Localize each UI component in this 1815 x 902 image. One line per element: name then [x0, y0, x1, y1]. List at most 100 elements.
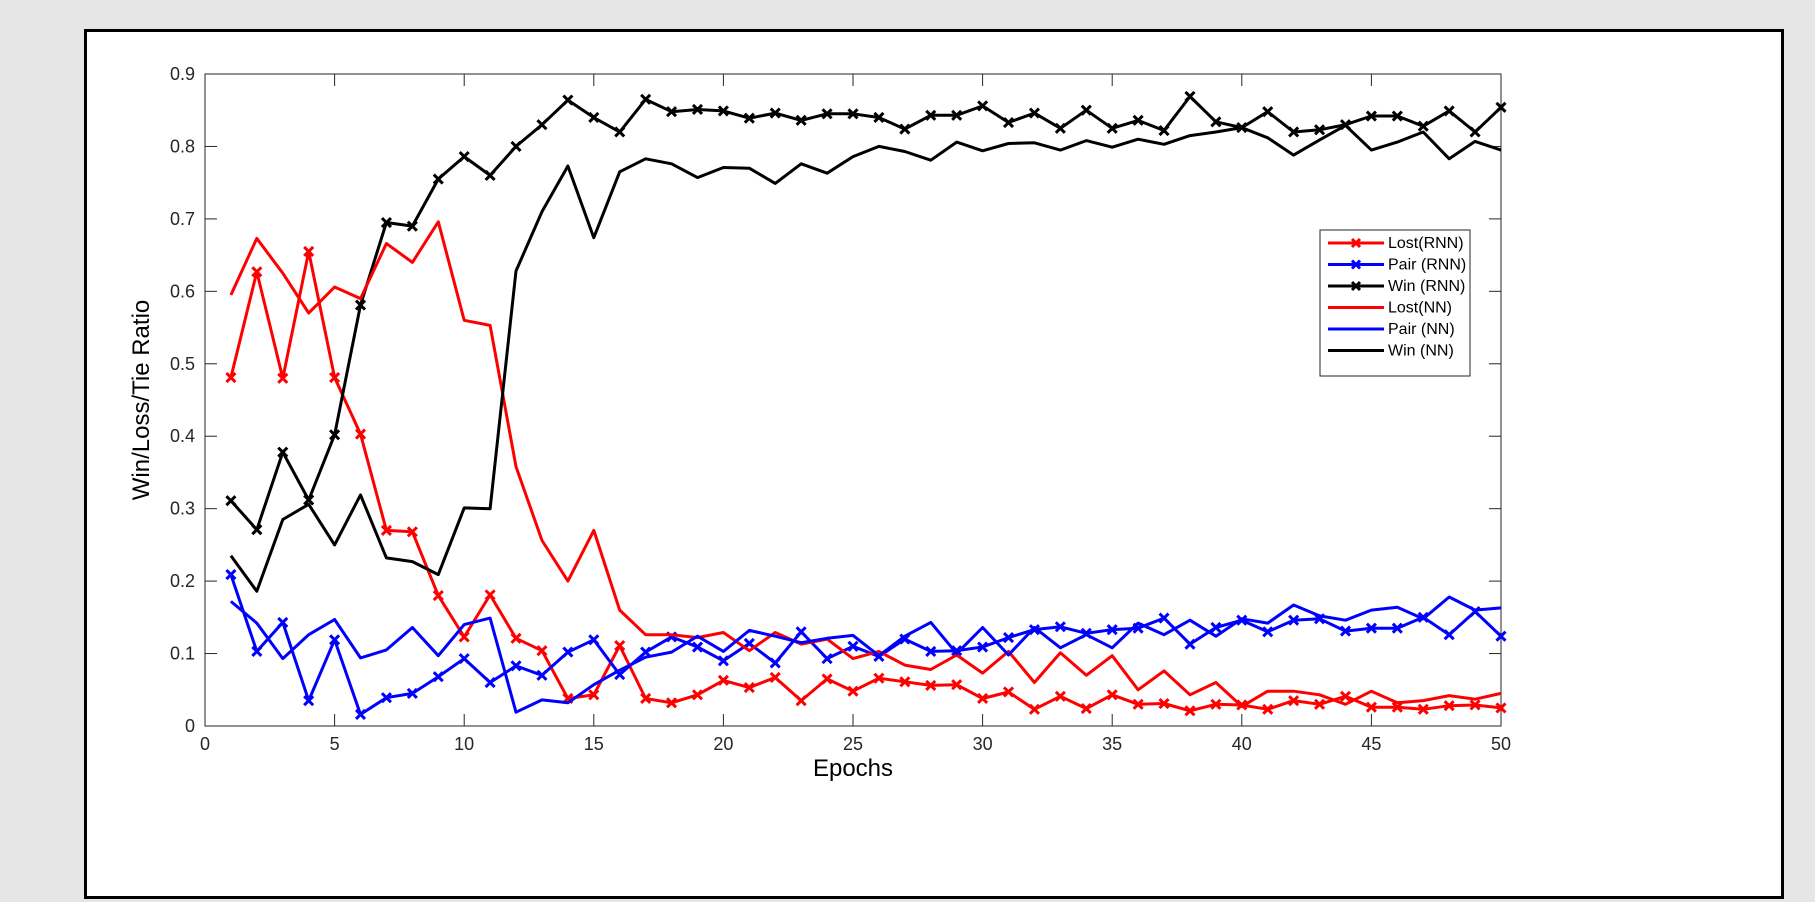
data-point-marker [303, 494, 315, 506]
data-point-marker [977, 641, 989, 653]
series-line-5 [229, 123, 1502, 593]
y-tick-label: 0.9 [170, 64, 195, 84]
data-point-marker [1391, 110, 1403, 122]
data-point-marker [1210, 116, 1222, 128]
data-point-marker [821, 653, 833, 665]
legend-label: Win (NN) [1388, 343, 1454, 360]
data-point-marker [977, 100, 989, 112]
data-point-marker [1417, 120, 1429, 132]
data-point-marker [1262, 626, 1274, 638]
data-point-marker [1313, 124, 1326, 136]
y-axis-title: Win/Loss/Tie Ratio [128, 300, 155, 501]
legend-label: Win (RNN) [1388, 278, 1465, 295]
data-point-marker [380, 216, 393, 229]
data-point-marker [717, 105, 729, 117]
y-tick-label: 0.5 [170, 354, 195, 374]
data-point-marker [562, 646, 574, 658]
legend-marker [1350, 237, 1362, 249]
data-point-marker [1106, 122, 1118, 134]
data-point-marker [484, 169, 496, 181]
data-point-marker [484, 589, 496, 601]
data-point-marker [588, 111, 600, 124]
data-point-marker [1495, 101, 1507, 113]
series-line-2 [229, 95, 1503, 532]
y-tick-label: 0 [185, 716, 195, 736]
data-point-marker [717, 655, 729, 667]
x-tick-label: 50 [1491, 734, 1511, 754]
y-tick-label: 0.8 [170, 136, 195, 156]
data-point-marker [1054, 621, 1066, 633]
data-point-marker [795, 114, 807, 126]
data-point-marker [769, 671, 781, 684]
data-point-marker [614, 640, 626, 652]
data-point-marker [665, 697, 678, 709]
data-point-marker [380, 692, 393, 704]
data-point-marker [1080, 703, 1092, 715]
data-point-marker [640, 692, 652, 705]
data-point-marker [458, 631, 470, 643]
data-point-marker [1002, 686, 1015, 698]
data-point-marker [406, 526, 418, 538]
data-point-marker [1443, 105, 1455, 117]
legend-marker [1350, 259, 1362, 270]
data-point-marker [1054, 122, 1066, 134]
data-point-marker [1391, 701, 1403, 713]
data-point-marker [1106, 624, 1118, 636]
data-point-marker [277, 372, 289, 384]
x-tick-label: 20 [713, 734, 733, 754]
data-point-marker [406, 687, 418, 699]
data-point-marker [354, 428, 367, 440]
data-point-marker [458, 653, 470, 665]
data-point-marker [588, 689, 600, 701]
x-tick-label: 45 [1361, 734, 1381, 754]
data-point-marker [588, 634, 600, 646]
y-tick-label: 0.1 [170, 644, 195, 664]
data-point-marker [1495, 702, 1507, 714]
data-point-marker [510, 140, 522, 153]
data-point-marker [303, 245, 315, 258]
data-point-marker [251, 645, 263, 657]
data-point-marker [1288, 695, 1300, 707]
data-point-marker [354, 299, 367, 311]
y-tick-label: 0.4 [170, 426, 195, 446]
data-point-marker [1288, 614, 1300, 626]
data-point-marker [1002, 116, 1015, 129]
data-point-marker [1080, 104, 1092, 116]
data-point-marker [1132, 114, 1144, 126]
x-tick-label: 30 [973, 734, 993, 754]
data-point-marker [977, 692, 989, 705]
data-point-marker [769, 657, 781, 669]
data-point-marker [691, 641, 704, 653]
data-point-marker [1184, 90, 1196, 103]
data-point-marker [769, 107, 781, 119]
x-tick-label: 35 [1102, 734, 1122, 754]
data-point-marker [743, 112, 755, 124]
series-line-0 [229, 250, 1502, 713]
data-point-marker [562, 94, 574, 106]
data-point-marker [847, 685, 859, 697]
data-point-marker [225, 371, 237, 384]
data-point-marker [691, 103, 704, 116]
series-line-3 [229, 220, 1502, 708]
data-point-marker [432, 671, 444, 683]
data-point-marker [1365, 701, 1377, 713]
data-point-marker [329, 429, 341, 441]
data-point-marker [873, 111, 885, 124]
data-point-marker [1365, 110, 1377, 122]
line-chart: 0 5 10 15 20 25 30 35 40 45 50 0 0.1 0.2 0.3 0.4 0.5 0.6 0… [128, 64, 1511, 782]
data-point-marker [380, 524, 393, 536]
data-point-marker [821, 673, 833, 685]
data-point-marker [510, 660, 522, 672]
data-point-marker [432, 173, 444, 185]
x-tick-label: 5 [330, 734, 340, 754]
figure-panel: 0 5 10 15 20 25 30 35 40 45 50 0 0.1 0.2 0.3 0.4 0.5 0.6 0… [84, 29, 1784, 899]
data-point-marker [1132, 698, 1144, 710]
data-point-marker [458, 151, 470, 163]
data-point-marker [951, 679, 963, 691]
data-point-marker [1417, 703, 1429, 715]
data-point-marker [510, 632, 522, 644]
data-point-marker [432, 590, 444, 602]
legend-label: Pair (NN) [1388, 321, 1455, 338]
data-point-marker [277, 446, 289, 458]
legend-label: Lost(NN) [1388, 300, 1452, 317]
